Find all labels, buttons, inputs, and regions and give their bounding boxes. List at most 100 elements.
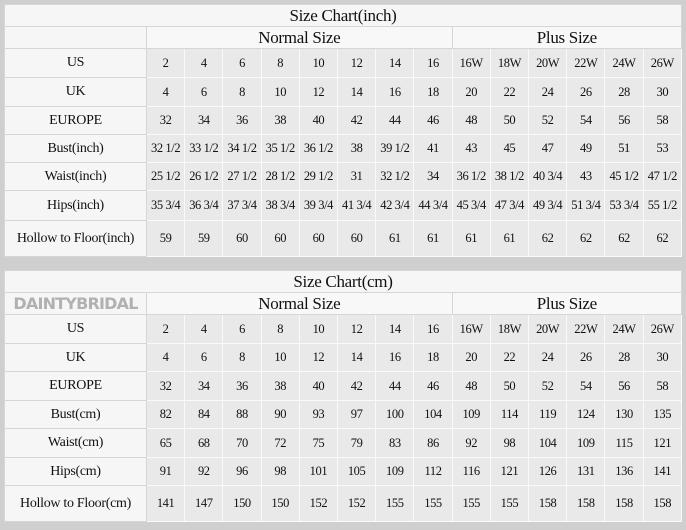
size-value-cell: 32 — [145, 106, 186, 135]
size-value-cell: 20 — [451, 77, 491, 107]
size-value-cell: 36 1/2 — [298, 134, 339, 163]
size-value-cell: 44 3/4 — [413, 190, 453, 221]
size-value-cell: 41 3/4 — [337, 190, 377, 221]
row-label: UK — [4, 343, 147, 372]
row-label: US — [4, 314, 147, 344]
group-plus-size: Plus Size — [451, 292, 683, 315]
size-value-cell: 35 3/4 — [145, 190, 186, 221]
size-value-cell: 42 — [337, 371, 377, 401]
size-value-cell: 158 — [642, 485, 683, 522]
size-value-cell: 126 — [528, 457, 568, 486]
size-value-cell: 8 — [222, 77, 262, 107]
table-row: UK 4 6 8 10 12 14 16 18 20 22 24 26 28 30 — [4, 343, 683, 372]
size-value-cell: 12 — [337, 314, 377, 344]
size-value-cell: 24W — [604, 48, 644, 78]
size-value-cell: 84 — [184, 400, 224, 429]
size-value-cell: 40 — [298, 371, 339, 401]
size-value-cell: 39 1/2 — [375, 134, 415, 163]
size-value-cell: 70 — [222, 428, 262, 458]
size-value-cell: 98 — [489, 428, 530, 458]
size-value-cell: 8 — [260, 48, 300, 78]
size-value-cell: 59 — [145, 220, 186, 257]
size-value-cell: 109 — [566, 428, 606, 458]
table-row: EUROPE 32 34 36 38 40 42 44 46 48 50 52 54 56 58 — [4, 106, 683, 135]
size-value-cell: 88 — [222, 400, 262, 429]
size-chart-inch: Size Chart(inch) Normal Size Plus Size US 2 4… — [4, 4, 683, 257]
size-value-cell: 112 — [413, 457, 453, 486]
size-value-cell: 18W — [489, 314, 530, 344]
size-value-cell: 14 — [375, 48, 415, 78]
size-value-cell: 90 — [260, 400, 300, 429]
size-value-cell: 60 — [337, 220, 377, 257]
size-value-cell: 79 — [337, 428, 377, 458]
size-value-cell: 51 — [604, 134, 644, 163]
size-value-cell: 136 — [604, 457, 644, 486]
size-value-cell: 131 — [566, 457, 606, 486]
row-label: US — [4, 48, 147, 78]
size-value-cell: 45 3/4 — [451, 190, 491, 221]
size-value-cell: 56 — [604, 371, 644, 401]
size-value-cell: 20W — [528, 314, 568, 344]
size-value-cell: 34 — [184, 371, 224, 401]
size-value-cell: 50 — [489, 371, 530, 401]
size-value-cell: 46 — [413, 371, 453, 401]
size-value-cell: 44 — [375, 371, 415, 401]
size-value-cell: 6 — [184, 77, 224, 107]
size-value-cell: 72 — [260, 428, 300, 458]
size-value-cell: 59 — [184, 220, 224, 257]
size-value-cell: 30 — [642, 77, 683, 107]
row-label: Hips(inch) — [4, 190, 147, 221]
table-row: UK 4 6 8 10 12 14 16 18 20 22 24 26 28 30 — [4, 77, 683, 107]
group-normal-size: Normal Size — [146, 26, 453, 49]
table-row: Waist(inch) 25 1/2 26 1/2 27 1/2 28 1/2 29 1/… — [4, 162, 683, 191]
size-value-cell: 150 — [260, 485, 300, 522]
size-value-cell: 96 — [222, 457, 262, 486]
size-value-cell: 38 — [337, 134, 377, 163]
size-value-cell: 50 — [489, 106, 530, 135]
size-value-cell: 104 — [413, 400, 453, 429]
size-value-cell: 10 — [260, 343, 300, 372]
size-value-cell: 93 — [298, 400, 339, 429]
size-value-cell: 30 — [642, 343, 683, 372]
size-value-cell: 22W — [566, 314, 606, 344]
size-value-cell: 10 — [298, 48, 339, 78]
size-value-cell: 12 — [298, 343, 339, 372]
size-value-cell: 12 — [337, 48, 377, 78]
size-value-cell: 155 — [375, 485, 415, 522]
size-value-cell: 39 3/4 — [298, 190, 339, 221]
group-normal-size: Normal Size — [146, 292, 453, 315]
size-value-cell: 92 — [451, 428, 491, 458]
size-value-cell: 155 — [489, 485, 530, 522]
size-value-cell: 119 — [528, 400, 568, 429]
size-value-cell: 18 — [413, 77, 453, 107]
size-value-cell: 150 — [222, 485, 262, 522]
size-value-cell: 48 — [451, 106, 491, 135]
size-value-cell: 158 — [604, 485, 644, 522]
size-value-cell: 47 3/4 — [489, 190, 530, 221]
size-value-cell: 16W — [451, 48, 491, 78]
row-label: Hollow to Floor(cm) — [4, 485, 147, 522]
size-chart-cm: Size Chart(cm) DAINTYBRIDAL Normal Size Plu… — [4, 270, 683, 522]
size-value-cell: 12 — [298, 77, 339, 107]
size-value-cell: 52 — [528, 106, 568, 135]
size-value-cell: 62 — [566, 220, 606, 257]
chart-title: Size Chart(inch) — [4, 4, 682, 27]
size-value-cell: 86 — [413, 428, 453, 458]
size-value-cell: 38 3/4 — [260, 190, 300, 221]
size-value-cell: 16W — [451, 314, 491, 344]
size-value-cell: 62 — [604, 220, 644, 257]
size-value-cell: 43 — [451, 134, 491, 163]
size-value-cell: 26 — [566, 77, 606, 107]
size-value-cell: 16 — [413, 48, 453, 78]
size-value-cell: 58 — [642, 371, 683, 401]
size-value-cell: 24 — [528, 343, 568, 372]
size-value-cell: 147 — [184, 485, 224, 522]
size-value-cell: 31 — [337, 162, 377, 191]
size-value-cell: 55 1/2 — [642, 190, 683, 221]
size-value-cell: 130 — [604, 400, 644, 429]
size-value-cell: 32 — [145, 371, 186, 401]
size-value-cell: 28 1/2 — [260, 162, 300, 191]
size-value-cell: 43 — [566, 162, 606, 191]
table-row: Bust(cm) 82 84 88 90 93 97 100 104 109 114 119 124 13… — [4, 400, 683, 429]
size-value-cell: 29 1/2 — [298, 162, 339, 191]
